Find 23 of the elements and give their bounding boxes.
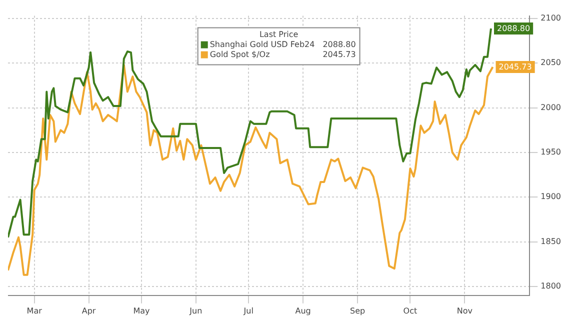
- x-tick-label: Apr: [82, 306, 96, 316]
- y-tick-label: 1800: [540, 282, 561, 291]
- data-label: 2088.80: [497, 24, 530, 34]
- x-tick-label: Jun: [188, 306, 202, 316]
- x-tick-label: Nov: [456, 306, 473, 316]
- legend-title: Last Price: [259, 30, 298, 39]
- x-tick-label: May: [133, 306, 150, 316]
- legend-label: Gold Spot $/Oz: [210, 50, 270, 59]
- x-tick-label: Mar: [26, 306, 43, 316]
- y-tick-label: 2100: [540, 14, 561, 23]
- text: 2088.80: [322, 40, 356, 49]
- data-label: 2045.73: [498, 62, 532, 72]
- legend-label: Shanghai Gold USD Feb24: [210, 40, 315, 49]
- y-tick-label: 2050: [540, 58, 561, 68]
- x-tick-label: Aug: [295, 306, 311, 316]
- x-tick-label: Sep: [350, 306, 366, 316]
- y-tick-label: 1900: [540, 192, 561, 202]
- y-tick-label: 1850: [540, 236, 561, 246]
- text: 2045.73: [322, 50, 356, 59]
- x-tick-label: Jul: [242, 306, 254, 316]
- x-tick-label: Oct: [403, 306, 418, 316]
- y-tick-label: 1950: [540, 148, 561, 157]
- y-tick-label: 2000: [540, 102, 561, 112]
